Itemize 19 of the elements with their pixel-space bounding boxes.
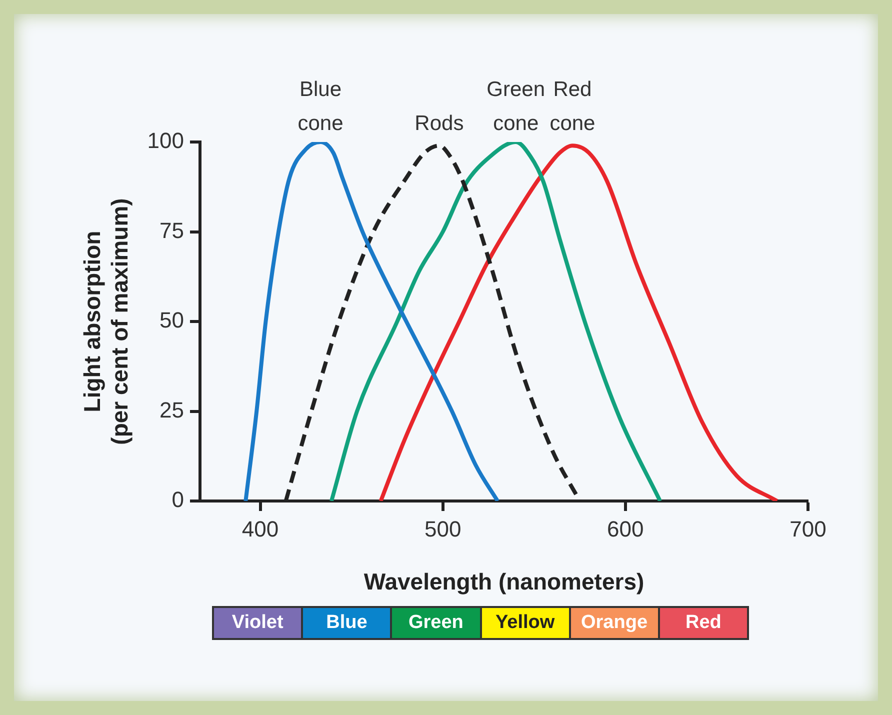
x-tick-label: 700 xyxy=(790,516,826,542)
x-tick-label: 400 xyxy=(242,516,279,542)
y-tick-label: 50 xyxy=(160,308,184,333)
series-label: Rods xyxy=(414,112,464,135)
y-tick-label: 0 xyxy=(172,487,184,512)
x-tick-label: 500 xyxy=(424,516,462,542)
line-series xyxy=(329,142,662,501)
line-series xyxy=(378,144,779,501)
series-label: Green cone xyxy=(486,78,546,135)
spectrum-strip: Violet Blue Green Yellow Orange Red xyxy=(212,606,749,640)
series-label: Red cone xyxy=(550,78,596,135)
series-label: Blue cone xyxy=(298,78,344,135)
line-series xyxy=(244,142,500,501)
x-axis-title: Wavelength (nanometers) xyxy=(364,568,644,595)
y-tick-label: 100 xyxy=(147,128,184,154)
x-tick-label: 600 xyxy=(607,516,644,542)
y-axis-title: Light absorption (per cent of maximum) xyxy=(79,198,133,445)
y-tick-label: 75 xyxy=(160,218,184,243)
y-tick-label: 25 xyxy=(160,397,184,422)
